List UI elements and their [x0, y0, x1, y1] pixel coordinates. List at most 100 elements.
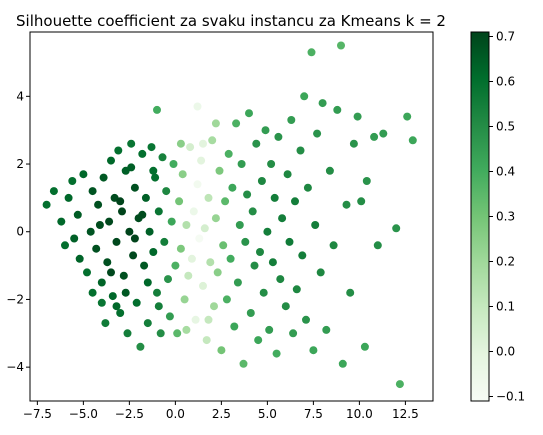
data-point [379, 129, 388, 138]
data-point [118, 207, 126, 216]
data-point [88, 187, 97, 196]
plot-frame [29, 31, 434, 402]
data-point [97, 298, 106, 307]
colorbar-tick-label: 0.6 [496, 75, 515, 89]
data-point [346, 288, 355, 297]
data-point [173, 329, 182, 338]
data-point [259, 288, 268, 297]
data-point [101, 319, 110, 328]
data-point [49, 187, 58, 196]
colorbar-tick-label: 0.4 [496, 165, 515, 179]
data-point [176, 139, 185, 148]
data-point [318, 99, 327, 108]
data-point [395, 380, 404, 389]
data-point [210, 302, 218, 311]
y-tick-label: 4 [16, 89, 24, 103]
data-point [228, 183, 237, 192]
data-point [143, 278, 152, 287]
data-point [97, 278, 106, 287]
data-point [254, 336, 263, 345]
data-point [276, 275, 285, 284]
data-point [153, 288, 161, 297]
data-point [140, 261, 149, 270]
data-point [291, 197, 299, 206]
data-point [357, 197, 366, 206]
data-point [241, 237, 250, 246]
data-point [333, 105, 342, 114]
data-point [202, 336, 211, 345]
data-point [180, 295, 189, 304]
data-point [79, 170, 88, 179]
data-point [270, 193, 279, 202]
data-point [285, 237, 294, 246]
data-point [149, 248, 158, 256]
data-point [127, 139, 136, 148]
data-point [281, 302, 290, 311]
data-point [61, 241, 69, 250]
data-point [408, 136, 417, 145]
data-point [165, 312, 174, 321]
data-point [199, 281, 207, 290]
data-point [226, 254, 235, 263]
data-point [141, 193, 150, 202]
data-point [112, 237, 121, 246]
data-point [125, 227, 134, 236]
data-point [353, 112, 362, 121]
data-point [325, 166, 334, 175]
data-point [274, 132, 283, 141]
data-point [278, 214, 287, 223]
data-point [311, 221, 320, 229]
colorbar [470, 31, 490, 402]
data-point [246, 309, 255, 317]
data-point [130, 234, 139, 243]
colorbar-tick-label: −0.1 [496, 390, 525, 404]
data-point [147, 143, 156, 152]
data-point [296, 146, 305, 155]
data-point [370, 132, 379, 141]
y-tick-label: −4 [6, 360, 24, 374]
data-point [73, 210, 82, 219]
data-point [130, 183, 139, 192]
data-point [156, 329, 165, 338]
data-point [75, 254, 84, 263]
data-point [261, 126, 270, 135]
data-point [108, 292, 117, 301]
data-point [64, 193, 73, 202]
data-point [224, 149, 233, 158]
data-point [329, 241, 338, 250]
data-point [206, 258, 215, 267]
data-point [292, 285, 301, 294]
data-point [171, 261, 180, 270]
data-point [83, 268, 91, 277]
data-point [349, 139, 358, 148]
data-point [127, 163, 136, 172]
data-point [169, 160, 178, 168]
data-point [99, 173, 108, 182]
x-tick-label: −7.5 [23, 407, 52, 421]
data-point [200, 224, 209, 233]
x-tick-label: −5.0 [69, 407, 98, 421]
data-point [252, 139, 261, 148]
data-point [221, 197, 230, 206]
data-point [211, 214, 220, 223]
data-point [105, 217, 114, 226]
colorbar-tick-label: 0.0 [496, 345, 515, 359]
data-point [121, 288, 130, 297]
data-point [217, 346, 226, 355]
data-point [289, 329, 298, 338]
colorbar-tick-label: 0.5 [496, 120, 515, 134]
data-point [136, 342, 145, 351]
data-point [167, 217, 176, 226]
data-point [119, 271, 128, 280]
data-point [158, 153, 167, 162]
y-tick-label: 2 [16, 157, 24, 171]
data-point [235, 221, 244, 229]
colorbar-tick-label: 0.3 [496, 210, 515, 224]
data-point [116, 309, 125, 317]
data-point [94, 200, 103, 209]
data-point [92, 244, 101, 253]
data-point [68, 177, 77, 185]
data-point [154, 302, 163, 311]
data-point [193, 180, 202, 189]
data-point [107, 156, 115, 165]
